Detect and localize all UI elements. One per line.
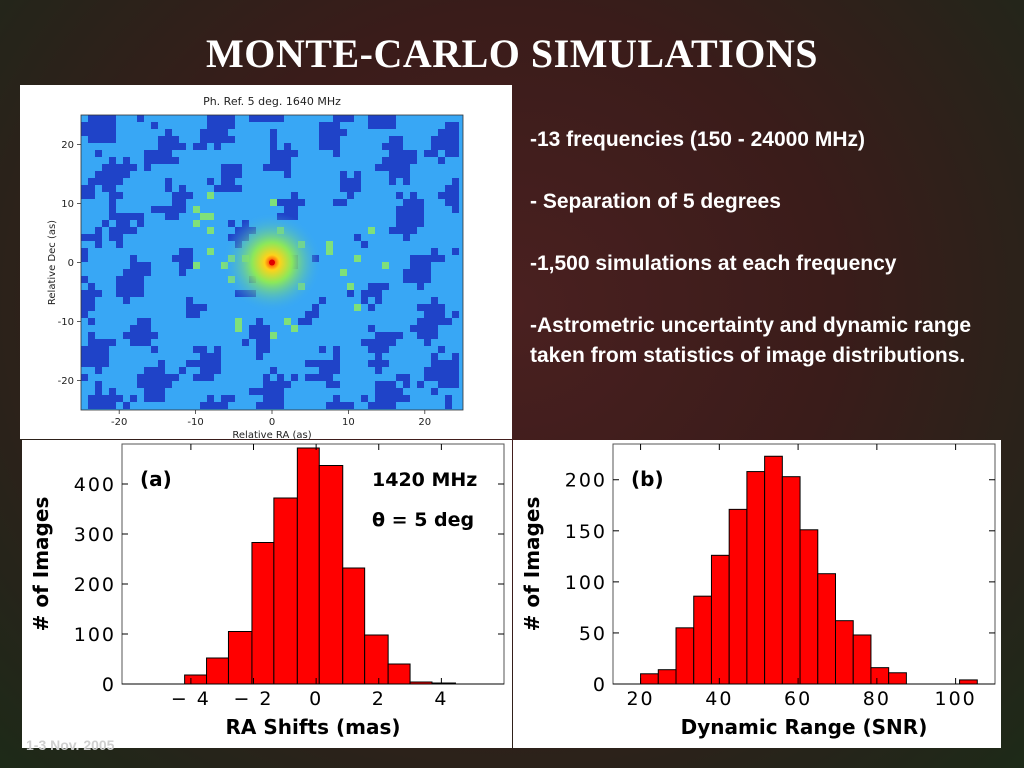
bullet-list: -13 frequencies (150 - 24000 MHz) - Sepa… — [530, 125, 1010, 403]
histogram-bar — [675, 627, 695, 685]
histogram-x-tick-label: 100 — [934, 688, 976, 710]
bullet-item: -1,500 simulations at each frequency — [530, 252, 897, 275]
histogram-x-axis-label: RA Shifts (mas) — [226, 715, 401, 739]
map-y-tick-label: 20 — [61, 140, 74, 151]
histogram-bar — [296, 447, 320, 685]
histogram-y-tick-label: 100 — [74, 624, 116, 646]
histogram-y-tick-label: 300 — [74, 524, 116, 546]
theta-annotation: θ = 5 deg — [372, 509, 474, 531]
histogram-bar — [206, 657, 229, 685]
bullet-item: -13 frequencies (150 - 24000 MHz) — [530, 128, 865, 151]
map-x-tick-label: -20 — [111, 417, 127, 428]
histogram-bar — [364, 634, 389, 685]
histogram-y-tick-label: 100 — [565, 572, 607, 594]
histogram-bar — [409, 681, 433, 685]
histogram-x-tick-label: 80 — [863, 688, 891, 710]
histogram-bar — [870, 667, 890, 685]
histogram-bar — [657, 669, 677, 685]
histogram-x-tick-label: 2 — [372, 688, 386, 710]
footer-date: 1-3 Nov. 2005 — [26, 737, 115, 753]
histogram-x-tick-label: − 2 — [233, 688, 273, 710]
map-noise-texture — [81, 115, 459, 409]
map-x-tick-label: 10 — [342, 417, 355, 428]
map-y-tick-label: -10 — [58, 317, 74, 328]
sky-map-panel: Ph. Ref. 5 deg. 1640 MHz -20 -10 0 10 20 20 10 0… — [20, 85, 512, 441]
ra-shift-histogram-panel: − 4 − 2 0 2 4 0 100 200 300 400 RA Shifts (mas) # o… — [22, 440, 512, 748]
histogram-bar — [888, 672, 907, 685]
map-peak-point — [269, 259, 275, 266]
histogram-bar — [799, 529, 819, 685]
map-y-tick-label: 0 — [68, 258, 74, 269]
histogram-bar — [342, 567, 366, 685]
histogram-bar — [817, 573, 837, 685]
bullet-item: - Separation of 5 degrees — [530, 190, 781, 213]
histogram-x-tick-label: 4 — [434, 688, 448, 710]
histogram-y-tick-label: 0 — [102, 674, 116, 696]
sky-map-chart: Ph. Ref. 5 deg. 1640 MHz -20 -10 0 10 20 20 10 0… — [47, 95, 464, 441]
histogram-x-tick-label: − 4 — [171, 688, 211, 710]
map-x-axis-label: Relative RA (as) — [232, 430, 311, 439]
histogram-y-axis-label: # of Images — [29, 497, 53, 632]
histogram-bar — [251, 542, 275, 685]
histogram-y-tick-label: 150 — [565, 521, 607, 543]
histogram-bar — [387, 663, 411, 685]
bullet-item: -Astrometric uncertainty and dynamic ran… — [530, 314, 972, 367]
histogram-y-tick-label: 200 — [565, 470, 607, 492]
histogram-bar — [710, 554, 730, 685]
histogram-bars — [184, 447, 456, 685]
histogram-y-axis-label: # of Images — [520, 497, 544, 632]
map-x-tick-label: 0 — [269, 417, 275, 428]
histogram-bar — [959, 679, 978, 685]
histogram-panel-label: (a) — [140, 467, 172, 491]
histogram-bar — [431, 682, 456, 685]
map-title: Ph. Ref. 5 deg. 1640 MHz — [203, 95, 341, 108]
histogram-bar — [764, 455, 783, 685]
histogram-bar — [273, 497, 298, 685]
frequency-annotation: 1420 MHz — [372, 469, 477, 491]
histogram-bar — [640, 673, 659, 685]
dynamic-range-histogram: 20 40 60 80 100 0 50 100 150 200 Dynamic Range (SN… — [520, 443, 996, 739]
histogram-panel-label: (b) — [631, 467, 664, 491]
histogram-x-tick-label: 0 — [309, 688, 323, 710]
histogram-bar — [746, 471, 766, 685]
histogram-bar — [227, 631, 253, 685]
histogram-y-tick-label: 200 — [74, 574, 116, 596]
histogram-bar — [318, 465, 344, 685]
map-y-tick-label: -20 — [58, 376, 74, 387]
histogram-bar — [852, 634, 872, 685]
histogram-x-tick-label: 40 — [705, 688, 733, 710]
histogram-bar — [184, 674, 208, 685]
map-x-tick-label: -10 — [187, 417, 203, 428]
ra-shift-histogram: − 4 − 2 0 2 4 0 100 200 300 400 RA Shifts (mas) # o… — [29, 443, 505, 739]
histogram-x-axis-label: Dynamic Range (SNR) — [681, 715, 928, 739]
histogram-bar — [728, 508, 748, 685]
histogram-x-tick-label: 60 — [784, 688, 812, 710]
map-x-tick-label: 20 — [418, 417, 431, 428]
histogram-bar — [693, 595, 712, 685]
histogram-y-tick-label: 400 — [74, 474, 116, 496]
histogram-bar — [835, 620, 854, 685]
histogram-y-tick-label: 0 — [593, 674, 607, 696]
histogram-bar — [781, 476, 801, 685]
histogram-bars — [640, 455, 978, 685]
slide-title: MONTE-CARLO SIMULATIONS — [206, 31, 818, 76]
dynamic-range-histogram-panel: 20 40 60 80 100 0 50 100 150 200 Dynamic Range (SN… — [513, 440, 1001, 748]
map-y-axis-label: Relative Dec (as) — [47, 220, 58, 305]
map-y-tick-label: 10 — [61, 199, 74, 210]
histogram-y-tick-label: 50 — [579, 623, 607, 645]
histogram-x-tick-label: 20 — [626, 688, 654, 710]
